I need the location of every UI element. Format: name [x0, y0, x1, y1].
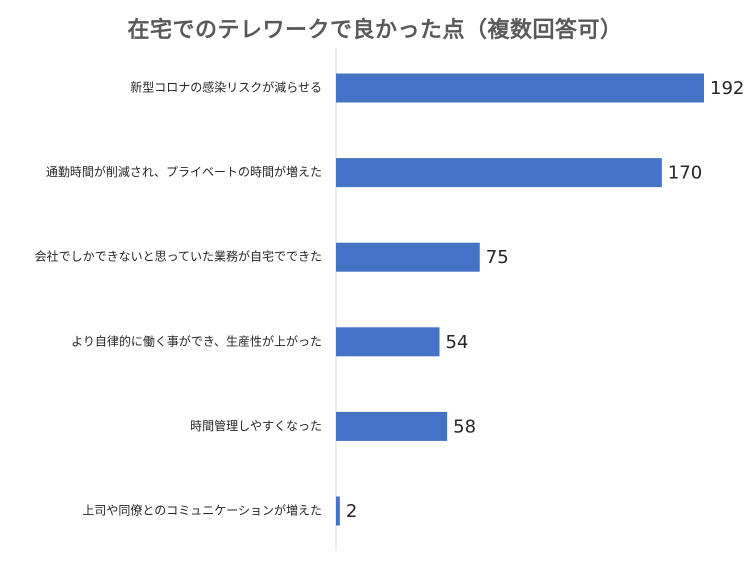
category-label-2: 会社でしかできないと思っていた業務が自宅でできた: [35, 249, 322, 264]
category-label-0: 新型コロナの感染リスクが減らせる: [130, 80, 322, 95]
bar-1: [336, 158, 662, 188]
value-label-4: 58: [453, 416, 476, 437]
bar-5: [336, 496, 340, 526]
bar-3: [336, 327, 440, 357]
value-label-3: 54: [446, 332, 469, 353]
category-label-4: 時間管理しやすくなった: [190, 418, 322, 433]
bar-2: [336, 242, 480, 272]
bar-0: [336, 73, 704, 103]
value-label-0: 192: [710, 78, 744, 99]
value-label-2: 75: [486, 247, 509, 268]
bar-4: [336, 411, 448, 441]
value-label-1: 170: [668, 163, 702, 184]
category-label-5: 上司や同僚とのコミュニケーションが増えた: [82, 503, 322, 518]
category-label-3: より自律的に働く事ができ、生産性が上がった: [71, 333, 322, 348]
chart-title: 在宅でのテレワークで良かった点（複数回答可）: [127, 18, 623, 43]
value-label-5: 2: [346, 501, 357, 522]
category-label-1: 通勤時間が削減され、プライベートの時間が増えた: [46, 164, 322, 179]
